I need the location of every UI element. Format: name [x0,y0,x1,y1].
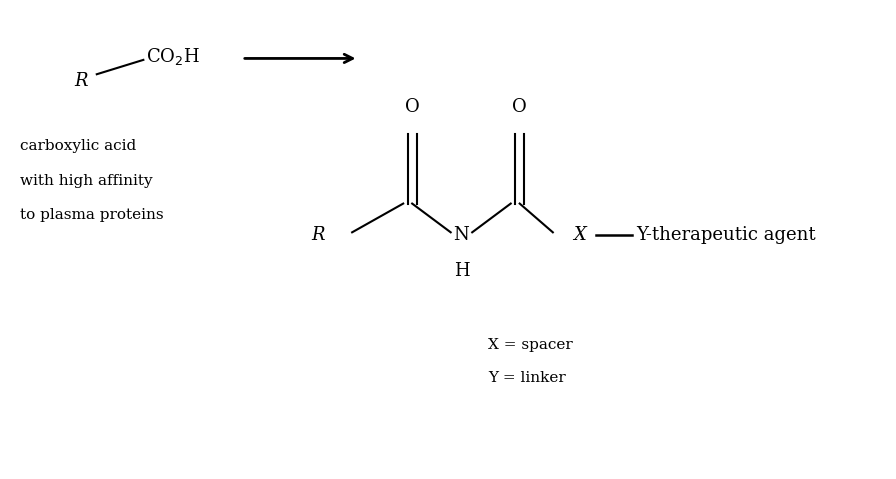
Text: X: X [573,226,586,244]
Text: O: O [405,98,419,116]
Text: O: O [513,98,527,116]
Text: Y = linker: Y = linker [488,371,566,386]
Text: to plasma proteins: to plasma proteins [20,208,163,222]
Text: X = spacer: X = spacer [488,338,573,352]
Text: R: R [73,72,88,91]
Text: N: N [453,226,470,244]
Text: carboxylic acid: carboxylic acid [20,139,136,153]
Text: CO$_2$H: CO$_2$H [146,46,200,67]
Text: R: R [312,226,325,244]
Text: H: H [453,262,470,280]
Text: with high affinity: with high affinity [20,173,152,188]
Text: Y-therapeutic agent: Y-therapeutic agent [636,226,815,244]
